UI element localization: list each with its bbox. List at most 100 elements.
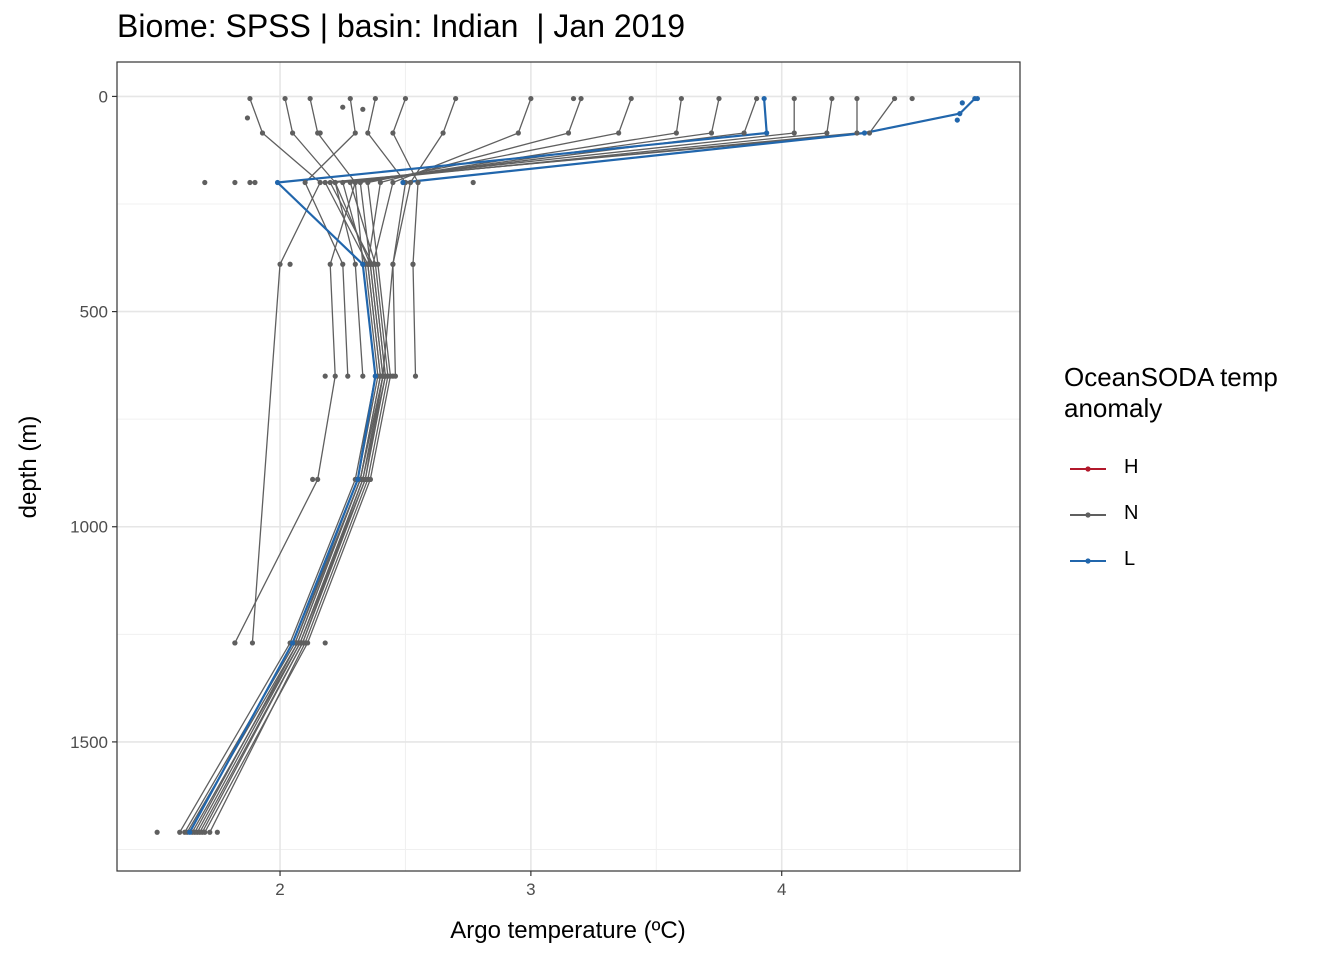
data-point-n xyxy=(307,95,313,102)
panel-border xyxy=(116,61,1021,872)
data-point-n xyxy=(300,640,306,646)
legend-item-l: L xyxy=(1064,538,1334,584)
data-point-n xyxy=(177,829,183,835)
data-point-n xyxy=(347,95,353,102)
data-point-n xyxy=(232,640,238,646)
data-point-n xyxy=(327,261,333,267)
legend: OceanSODA temp anomaly H N L xyxy=(1064,362,1334,584)
series-line-n xyxy=(186,98,582,833)
data-point-n xyxy=(322,179,328,186)
series-line-n xyxy=(204,98,632,833)
legend-label-l: L xyxy=(1124,548,1136,570)
data-point-n xyxy=(340,179,346,186)
legend-item-n: N xyxy=(1064,492,1334,538)
data-point-n xyxy=(360,373,366,379)
data-point-n xyxy=(854,95,860,102)
data-point-n xyxy=(289,130,296,136)
data-point-n xyxy=(302,179,308,186)
data-point-n xyxy=(317,179,323,186)
data-point-n xyxy=(347,179,353,186)
data-point-n xyxy=(791,130,797,136)
data-point-n xyxy=(357,179,363,186)
data-point-n xyxy=(708,130,715,136)
x-axis-title: Argo temperature (ºC) xyxy=(450,917,686,944)
data-point-n xyxy=(202,179,208,186)
data-point-n xyxy=(232,179,238,186)
grid-lines xyxy=(117,62,1020,871)
data-point-n xyxy=(352,261,358,267)
data-point-n xyxy=(352,130,358,136)
data-point-n xyxy=(322,640,328,646)
data-point-n xyxy=(340,261,346,267)
data-point-n xyxy=(891,95,898,102)
data-point-n xyxy=(315,476,321,483)
data-point-n xyxy=(570,95,577,102)
data-point-n xyxy=(565,130,572,136)
data-point-n xyxy=(854,130,860,136)
x-tick-label: 4 xyxy=(777,880,786,899)
data-point-n xyxy=(247,95,253,102)
data-point-n xyxy=(824,130,830,136)
data-point-l xyxy=(957,111,963,117)
x-tick-label: 2 xyxy=(275,880,284,899)
data-point-l xyxy=(274,179,281,186)
data-point-n xyxy=(282,95,288,102)
data-point-n xyxy=(390,130,396,136)
data-point-l xyxy=(355,476,361,483)
legend-item-h: H xyxy=(1064,446,1334,492)
data-point-n xyxy=(154,829,160,835)
data-point-n xyxy=(360,106,366,112)
data-point-n xyxy=(716,95,722,102)
data-point-n xyxy=(415,179,421,186)
data-point-n xyxy=(277,261,283,267)
data-point-n xyxy=(367,476,373,483)
data-point-n xyxy=(402,95,409,102)
series-line-l xyxy=(402,97,976,184)
data-point-l xyxy=(764,130,770,136)
data-point-n xyxy=(345,373,351,379)
data-point-n xyxy=(515,130,521,136)
x-tick-label: 3 xyxy=(526,880,535,899)
data-point-n xyxy=(377,179,383,186)
y-axis-title: depth (m) xyxy=(15,416,42,519)
data-point-n xyxy=(673,130,679,136)
data-point-n xyxy=(244,115,251,121)
legend-title: OceanSODA temp anomaly xyxy=(1064,362,1278,423)
data-point-l xyxy=(289,640,296,646)
data-point-l xyxy=(861,130,868,136)
data-point-n xyxy=(470,179,476,186)
data-point-n xyxy=(332,373,338,379)
data-point-n xyxy=(375,261,381,267)
data-point-n xyxy=(372,95,378,102)
data-point-n xyxy=(407,179,414,186)
data-point-n xyxy=(287,261,293,267)
data-point-n xyxy=(453,95,459,102)
legend-label-n: N xyxy=(1124,502,1139,524)
data-point-n xyxy=(578,95,584,102)
data-point-n xyxy=(340,104,346,110)
data-point-n xyxy=(791,95,797,102)
data-point-n xyxy=(252,179,258,186)
data-point-l xyxy=(959,100,965,106)
data-point-n xyxy=(214,829,220,835)
data-point-n xyxy=(317,130,323,136)
data-point-n xyxy=(310,476,316,483)
legend-key-n xyxy=(1070,512,1106,518)
data-point-n xyxy=(197,829,203,835)
data-point-n xyxy=(322,373,328,379)
legend-label-h: H xyxy=(1124,456,1139,478)
legend-key-h xyxy=(1070,466,1106,472)
data-points xyxy=(154,95,980,835)
data-point-l xyxy=(360,261,366,267)
y-tick-label: 0 xyxy=(99,87,108,106)
data-point-n xyxy=(410,261,416,267)
series-line-n xyxy=(199,98,532,833)
legend-key-l xyxy=(1070,558,1106,564)
data-point-n xyxy=(365,130,371,136)
data-point-n xyxy=(390,261,396,267)
data-point-l xyxy=(400,179,406,186)
series-lines xyxy=(179,97,976,833)
data-point-l xyxy=(954,117,960,123)
y-tick-label: 1000 xyxy=(70,518,108,537)
data-point-n xyxy=(829,95,835,102)
